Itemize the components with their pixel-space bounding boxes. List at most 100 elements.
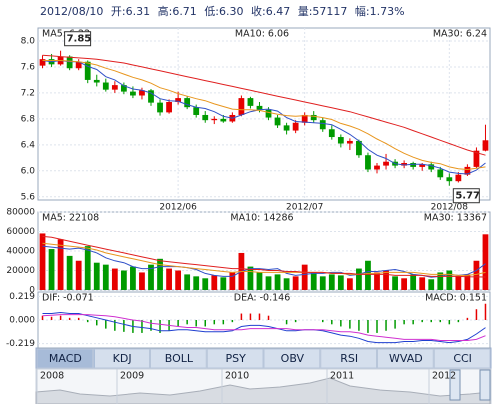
ma-line	[42, 245, 486, 278]
volume-bar	[365, 260, 371, 290]
volume-bar	[401, 278, 408, 290]
candle-body	[247, 98, 254, 106]
candle-body	[374, 165, 380, 170]
tab-hit[interactable]	[206, 348, 264, 369]
candle-body	[120, 85, 127, 92]
tab[interactable]: PSY	[206, 348, 264, 369]
volume-bar	[419, 277, 426, 290]
overview-year: 2011	[330, 371, 354, 382]
tab-selected-bg	[37, 349, 95, 368]
y-tick-label: 6.8	[21, 114, 36, 124]
ma-line	[42, 60, 486, 171]
legend-entry: MA30: 6.24	[433, 29, 487, 40]
candle-body	[292, 122, 299, 131]
tab-label[interactable]: OBV	[281, 352, 305, 365]
y-tick-label: 0	[29, 286, 35, 296]
tab-hit[interactable]	[36, 348, 94, 369]
legend-entry: DIF: -0.071	[42, 293, 94, 304]
legend-entry: MA10: 14286	[230, 213, 293, 224]
candle-body	[446, 177, 453, 182]
overview-handle-left[interactable]	[449, 369, 461, 401]
tab[interactable]: WVAD	[377, 348, 434, 369]
candle-body	[130, 91, 136, 96]
candle-body	[365, 155, 371, 170]
tab-label[interactable]: PSY	[225, 352, 246, 365]
tab[interactable]: MACD	[36, 348, 94, 369]
candle-body	[428, 164, 435, 170]
volume-bar	[48, 249, 55, 290]
volume-bar	[130, 266, 136, 290]
tab-hit[interactable]	[377, 348, 434, 369]
tab-label[interactable]: WVAD	[389, 352, 423, 365]
overview-handle-right[interactable]	[479, 369, 491, 401]
volume-bar	[265, 276, 272, 290]
candle-body	[482, 140, 489, 151]
tab-hit[interactable]	[320, 348, 377, 369]
tab-label[interactable]: CCI	[453, 352, 472, 365]
callout-label: 7.85	[67, 34, 92, 45]
volume-bar	[84, 246, 91, 290]
volume-bar	[337, 275, 344, 290]
tab-hit[interactable]	[433, 348, 491, 369]
volume-bar	[283, 278, 290, 290]
candle-body	[319, 120, 326, 130]
tab[interactable]: KDJ	[93, 348, 150, 369]
overview	[35, 368, 492, 404]
candle-body	[265, 109, 272, 118]
quote-high: 高:6.71	[158, 4, 197, 18]
candle-body	[238, 98, 245, 115]
y-tick-label: 20000	[6, 266, 35, 276]
candle-body	[346, 140, 353, 144]
tab-label[interactable]: RSI	[340, 352, 358, 365]
volume-bar	[464, 274, 471, 290]
candle-body	[464, 166, 471, 175]
tab[interactable]: RSI	[320, 348, 377, 369]
tab-label[interactable]: KDJ	[113, 352, 132, 365]
volume-bar	[66, 255, 73, 290]
volume-bar	[193, 276, 200, 290]
tab-hit[interactable]	[263, 348, 321, 369]
callout-box	[452, 188, 480, 204]
tab-hit[interactable]	[150, 348, 207, 369]
legend-entry: MACD: 0.151	[425, 293, 487, 304]
quote-volume: 量:57117	[298, 5, 348, 18]
panel-frame	[37, 27, 491, 201]
volume-bar	[139, 272, 145, 290]
candle-body	[473, 150, 480, 167]
y-tick-label: 7.6	[21, 62, 36, 72]
tab-label[interactable]: MACD	[49, 352, 82, 365]
ma-line	[42, 311, 486, 344]
volume-bar	[346, 278, 353, 290]
tab[interactable]: CCI	[433, 348, 491, 369]
x-tick-label: 2012/08	[431, 203, 469, 213]
legend-entry: MA5: 22108	[42, 213, 99, 224]
volume-bar	[148, 264, 154, 290]
tab[interactable]: OBV	[263, 348, 321, 369]
volume-bar	[301, 264, 308, 290]
candle-body	[84, 61, 91, 80]
y-tick-label: 40000	[6, 247, 35, 257]
volume-bar	[93, 262, 100, 290]
volume-bar	[229, 272, 236, 290]
tab-label[interactable]: BOLL	[165, 352, 194, 365]
y-tick-label: 60000	[6, 227, 35, 237]
candle-body	[93, 79, 100, 83]
quote-date: 2012/08/10	[40, 5, 103, 18]
legend-entry: MA10: 6.06	[235, 29, 289, 40]
volume-bar	[274, 274, 281, 290]
tab[interactable]: BOLL	[150, 348, 207, 369]
candle-body	[356, 140, 362, 156]
candle-body	[102, 82, 109, 90]
volume-bar	[120, 270, 127, 290]
quote-low: 低:6.30	[204, 5, 243, 18]
candle-body	[66, 56, 73, 69]
candle-body	[166, 101, 172, 113]
x-tick-label: 2012/06	[159, 203, 197, 213]
volume-bar	[57, 239, 64, 290]
candle-body	[175, 98, 182, 102]
volume-bar	[211, 275, 218, 290]
volume-bar	[374, 272, 380, 290]
volume-bar	[383, 270, 389, 290]
tab-hit[interactable]	[93, 348, 150, 369]
volume-bar	[473, 260, 480, 290]
